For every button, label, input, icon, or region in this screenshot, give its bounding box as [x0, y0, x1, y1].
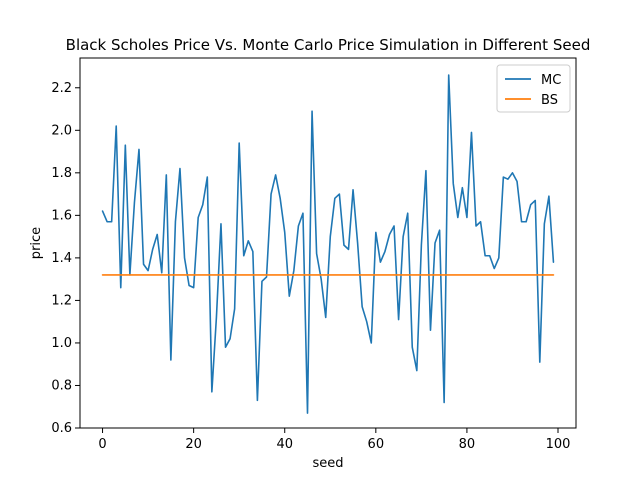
x-tick-label: 100: [546, 437, 571, 452]
x-tick-label: 20: [185, 437, 202, 452]
y-tick-label: 2.0: [51, 123, 72, 138]
x-tick-label: 80: [459, 437, 476, 452]
x-tick-label: 0: [98, 437, 106, 452]
legend-box: [496, 64, 571, 113]
y-tick-label: 1.0: [51, 336, 72, 351]
x-axis-ticks: 0 20 40 60 80 100: [98, 428, 570, 452]
x-tick-label: 40: [276, 437, 293, 452]
y-tick-label: 0.6: [51, 421, 72, 436]
legend-label-bs: BS: [541, 93, 558, 108]
series-layer: [101, 74, 555, 414]
series-line-mc: [101, 74, 555, 414]
y-tick-label: 0.8: [51, 378, 72, 393]
x-tick-label: 60: [368, 437, 385, 452]
legend-label-mc: MC: [541, 73, 561, 88]
y-tick-label: 1.4: [51, 251, 72, 266]
y-tick-label: 1.2: [51, 293, 72, 308]
y-tick-label: 2.2: [51, 81, 72, 96]
plot-frame: [79, 57, 577, 429]
legend: MC BS: [496, 64, 571, 113]
x-axis-label: seed: [312, 456, 343, 471]
chart-title: Black Scholes Price Vs. Monte Carlo Pric…: [66, 36, 591, 54]
y-axis-label: price: [29, 227, 44, 259]
y-tick-label: 1.8: [51, 166, 72, 181]
y-axis-ticks: 0.6 0.8 1.0 1.2 1.4 1.6 1.8 2.0 2.2: [51, 81, 80, 436]
y-tick-label: 1.6: [51, 208, 72, 223]
